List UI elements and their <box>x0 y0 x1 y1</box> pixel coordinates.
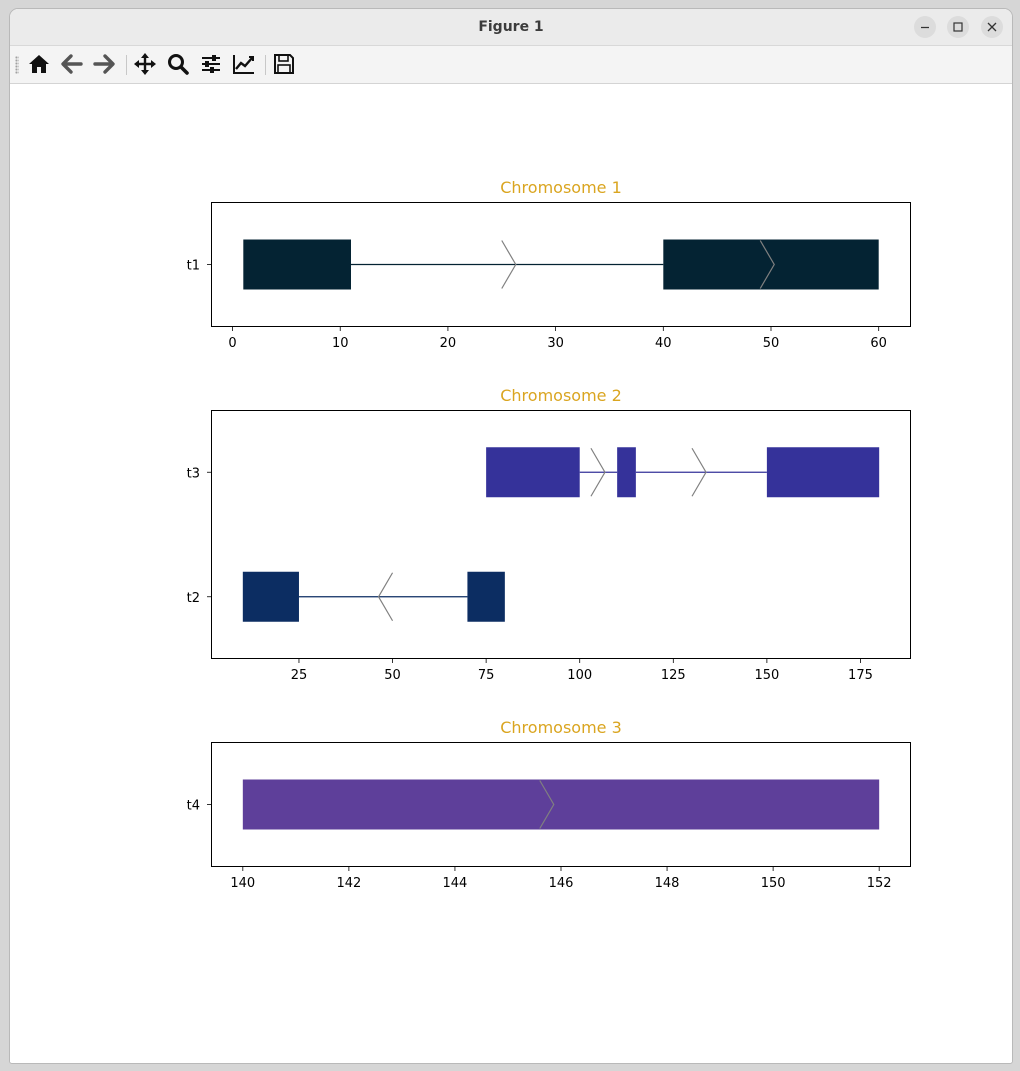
y-tick-label: t3 <box>187 466 200 481</box>
minimize-icon <box>921 26 929 29</box>
forward-button[interactable] <box>89 50 119 78</box>
x-tick-label: 25 <box>291 668 308 683</box>
exon-block <box>766 447 880 498</box>
edit-axis-button[interactable] <box>229 50 259 78</box>
x-tick-label: 10 <box>332 336 349 351</box>
pan-button[interactable] <box>130 50 160 78</box>
x-tick-label: 152 <box>867 876 892 891</box>
minimize-button[interactable] <box>914 16 936 38</box>
toolbar-separator <box>126 55 127 75</box>
strand-arrow <box>759 240 775 289</box>
maximize-icon <box>953 22 963 32</box>
home-button[interactable] <box>24 50 54 78</box>
save-button[interactable] <box>269 50 299 78</box>
x-tick-label: 60 <box>870 336 887 351</box>
exon-block <box>243 239 351 290</box>
y-tick-label: t1 <box>187 259 200 274</box>
chart-title: Chromosome 1 <box>500 178 622 197</box>
zoom-button[interactable] <box>163 50 193 78</box>
x-tick-label: 148 <box>655 876 680 891</box>
forward-arrow-icon <box>93 54 115 74</box>
x-tick-label: 30 <box>547 336 564 351</box>
x-tick-label: 40 <box>655 336 672 351</box>
save-floppy-icon <box>274 54 294 74</box>
configure-subplots-button[interactable] <box>196 50 226 78</box>
x-tick-label: 50 <box>384 668 401 683</box>
strand-arrow <box>377 572 394 622</box>
chart-svg: Chromosome 1 t1 0 10 20 30 40 50 60 Chromosome 2 t… <box>187 178 911 891</box>
x-tick-label: 142 <box>336 876 361 891</box>
maximize-button[interactable] <box>947 16 969 38</box>
strand-arrow <box>590 447 606 497</box>
strand-arrow <box>539 780 555 829</box>
toolbar-separator <box>265 55 266 75</box>
y-tick-label: t2 <box>187 591 200 606</box>
title-bar: Figure 1 <box>10 9 1012 46</box>
x-tick-label: 175 <box>848 668 873 683</box>
x-tick-label: 50 <box>763 336 780 351</box>
window-title: Figure 1 <box>478 19 544 35</box>
figure-canvas[interactable]: Chromosome 1 t1 0 10 20 30 40 50 60 Chromosome 2 t… <box>10 84 1012 1062</box>
exon-block <box>242 779 880 830</box>
x-tick-label: 75 <box>478 668 495 683</box>
edit-axis-curve-icon <box>233 55 254 74</box>
x-tick-label: 20 <box>440 336 457 351</box>
exon-block <box>486 447 580 498</box>
x-tick-label: 144 <box>443 876 468 891</box>
axes-frame <box>211 202 911 327</box>
pan-move-icon <box>134 53 156 75</box>
x-tick-label: 100 <box>567 668 592 683</box>
close-icon <box>987 22 997 32</box>
y-tick-label: t4 <box>187 799 200 814</box>
x-tick-label: 125 <box>661 668 686 683</box>
close-button[interactable] <box>981 16 1003 38</box>
chart-title: Chromosome 3 <box>500 718 622 737</box>
exon-block <box>242 571 299 622</box>
figure-window: Figure 1 <box>9 8 1013 1064</box>
home-icon <box>29 55 49 73</box>
x-tick-label: 0 <box>228 336 236 351</box>
configure-subplots-icon <box>202 55 220 73</box>
exon-block <box>467 571 505 622</box>
chart-title: Chromosome 2 <box>500 386 622 405</box>
back-button[interactable] <box>57 50 87 78</box>
x-tick-label: 140 <box>230 876 255 891</box>
back-arrow-icon <box>61 54 83 74</box>
x-tick-label: 150 <box>754 668 779 683</box>
axes-frame <box>211 742 911 867</box>
toolbar-grip[interactable] <box>15 56 19 74</box>
navigation-toolbar <box>10 46 1012 84</box>
exon-block <box>663 239 879 290</box>
strand-arrow <box>501 240 517 289</box>
axes-frame <box>211 410 911 659</box>
exon-block <box>617 447 636 498</box>
zoom-magnifier-icon <box>168 54 189 75</box>
x-tick-label: 150 <box>761 876 786 891</box>
x-tick-label: 146 <box>549 876 574 891</box>
strand-arrow <box>691 447 707 497</box>
